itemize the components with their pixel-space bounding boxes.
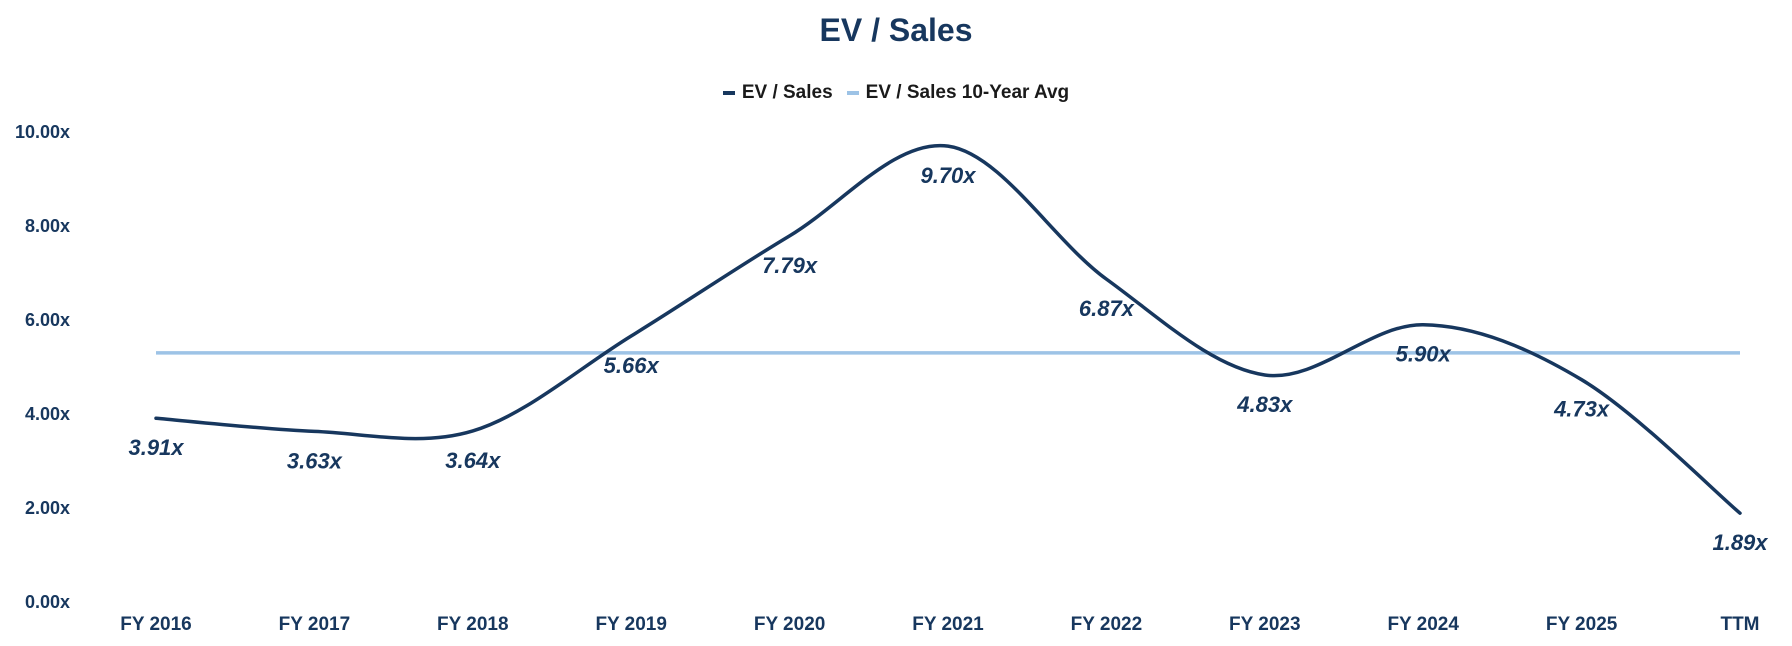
data-label: 4.73x [1553,397,1610,422]
x-tick-label: TTM [1720,614,1759,635]
x-tick-label: FY 2022 [1071,614,1142,635]
legend: EV / Sales EV / Sales 10-Year Avg [0,82,1792,104]
data-label: 4.83x [1236,392,1293,417]
y-tick-label: 0.00x [25,592,70,612]
legend-item-ev-sales-avg: EV / Sales 10-Year Avg [846,82,1070,104]
y-tick-label: 10.00x [15,122,70,142]
legend-label-ev-sales: EV / Sales [741,82,833,103]
x-tick-label: FY 2023 [1229,614,1300,635]
x-tick-label: FY 2021 [912,614,984,635]
x-tick-label: FY 2024 [1387,614,1459,635]
data-label: 3.91x [128,435,184,460]
data-label: 1.89x [1712,530,1768,555]
data-label: 3.64x [445,448,501,473]
x-tick-label: FY 2016 [120,614,191,635]
y-tick-label: 8.00x [25,216,70,236]
data-label: 3.63x [287,448,343,473]
x-tick-label: FY 2019 [595,614,666,635]
data-label: 9.70x [920,163,976,188]
x-tick-label: FY 2025 [1546,614,1618,635]
chart-title: EV / Sales [819,12,973,48]
legend-item-ev-sales: EV / Sales [722,82,833,104]
x-tick-label: FY 2017 [279,614,350,635]
legend-swatch-ev-sales [722,91,735,95]
y-tick-label: 2.00x [25,498,70,518]
data-label: 7.79x [762,253,818,278]
y-tick-label: 4.00x [25,404,70,424]
data-label: 5.90x [1396,342,1452,367]
legend-swatch-ev-sales-avg [846,91,859,95]
x-tick-label: FY 2020 [754,614,825,635]
x-tick-label: FY 2018 [437,614,508,635]
ev-sales-series-line [154,143,1742,515]
data-label: 5.66x [604,353,660,378]
data-label: 6.87x [1079,296,1135,321]
y-tick-label: 6.00x [25,310,70,330]
legend-label-ev-sales-avg: EV / Sales 10-Year Avg [865,82,1070,103]
